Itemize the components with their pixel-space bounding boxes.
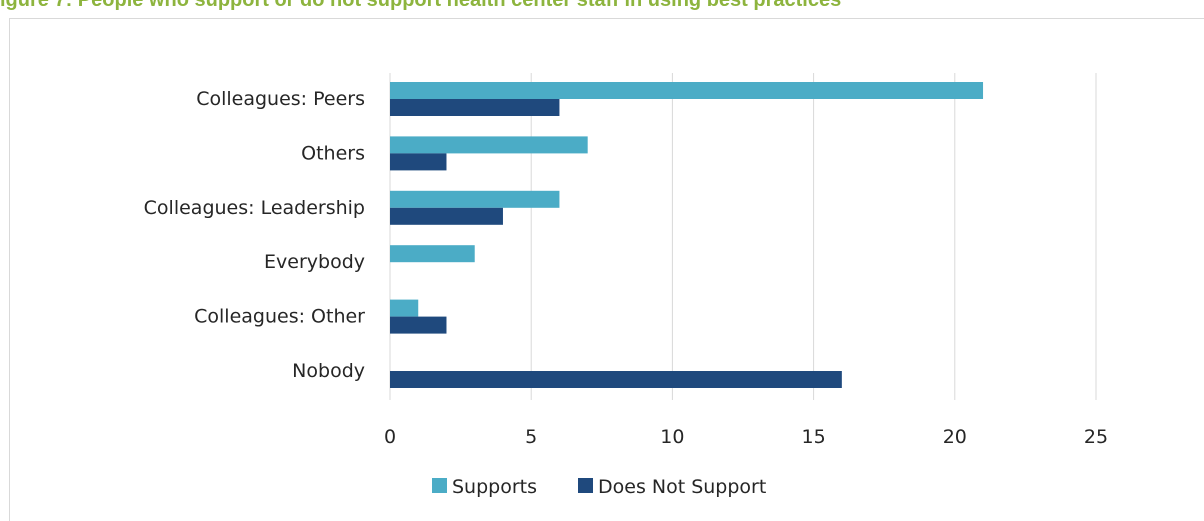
chart-title: igure 7: People who support or do not su… <box>0 0 842 11</box>
category-label: Nobody <box>292 360 365 382</box>
category-label: Colleagues: Leadership <box>144 197 365 219</box>
bar-does-not-support <box>390 207 503 225</box>
legend-swatch <box>578 478 593 493</box>
x-tick-label: 25 <box>1084 426 1108 448</box>
bar-supports <box>390 136 588 154</box>
chart-frame <box>9 18 1204 521</box>
x-tick-label: 10 <box>660 426 684 448</box>
x-tick-label: 5 <box>525 426 537 448</box>
legend-label: Supports <box>452 476 537 498</box>
category-label: Colleagues: Other <box>194 306 365 328</box>
bars <box>390 82 984 388</box>
bar-supports <box>390 190 560 208</box>
legend-swatch <box>432 478 447 493</box>
category-labels: Colleagues: Peers Others Colleagues: Leade… <box>144 88 366 382</box>
bar-does-not-support <box>390 99 560 116</box>
bar-supports <box>390 245 475 263</box>
legend: Supports Does Not Support <box>432 476 766 498</box>
x-tick-label: 15 <box>802 426 826 448</box>
bar-does-not-support <box>390 316 447 334</box>
bar-supports <box>390 82 984 99</box>
x-tick-label: 20 <box>943 426 967 448</box>
bar-does-not-support <box>390 153 447 171</box>
category-label: Colleagues: Peers <box>196 88 365 110</box>
gridlines <box>389 73 1097 400</box>
x-tick-labels: 0 5 10 15 20 25 <box>384 426 1108 448</box>
legend-label: Does Not Support <box>598 476 766 498</box>
bar-does-not-support <box>390 371 842 388</box>
bar-supports <box>390 299 419 317</box>
x-tick-label: 0 <box>384 426 396 448</box>
category-label: Others <box>301 142 365 164</box>
category-label: Everybody <box>264 251 365 273</box>
